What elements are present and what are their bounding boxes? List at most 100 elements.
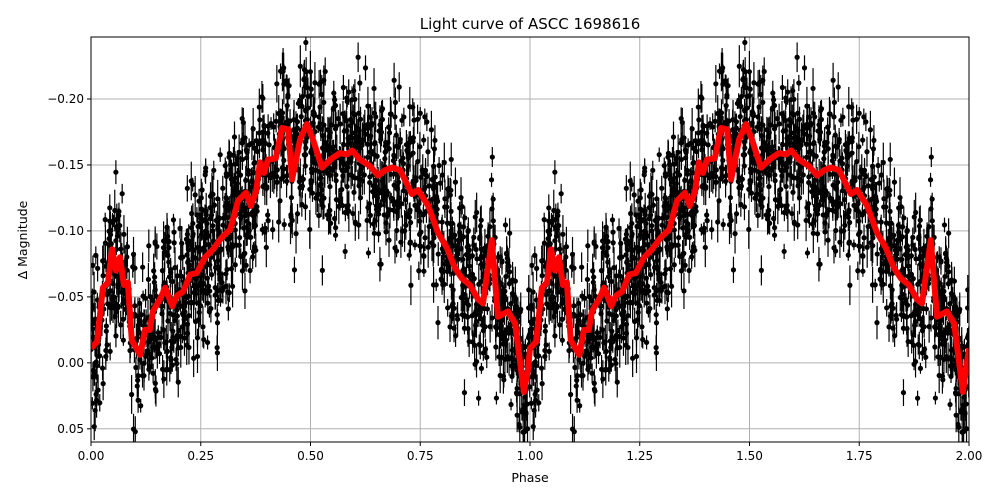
- data-point: [281, 173, 287, 180]
- data-point: [892, 247, 899, 253]
- data-point: [747, 86, 753, 92]
- data-point: [164, 224, 170, 230]
- data-point: [854, 116, 860, 122]
- data-point: [397, 139, 403, 145]
- data-point: [247, 267, 253, 274]
- data-point: [241, 225, 247, 231]
- data-point: [911, 214, 917, 220]
- data-point: [723, 103, 729, 109]
- data-point: [203, 290, 209, 296]
- data-point: [588, 355, 594, 361]
- data-point: [417, 144, 423, 150]
- data-point: [560, 231, 566, 237]
- data-point: [610, 240, 616, 246]
- data-point: [448, 156, 454, 163]
- data-point: [889, 287, 895, 293]
- data-point: [394, 186, 400, 192]
- data-point: [377, 122, 383, 128]
- data-point: [171, 229, 177, 235]
- data-point: [610, 229, 616, 235]
- data-point: [285, 94, 291, 100]
- data-point: [633, 353, 640, 360]
- data-point: [662, 171, 668, 177]
- data-point: [664, 289, 670, 295]
- data-point: [393, 171, 399, 177]
- data-point: [274, 81, 280, 87]
- data-point: [623, 342, 629, 348]
- data-point: [910, 234, 916, 240]
- data-point: [667, 246, 673, 252]
- data-point: [527, 331, 533, 337]
- data-point: [168, 338, 174, 344]
- data-point: [709, 227, 715, 233]
- data-point: [379, 116, 386, 123]
- data-point: [471, 234, 477, 240]
- data-point: [224, 266, 230, 273]
- data-point: [574, 313, 580, 319]
- data-point: [226, 154, 232, 160]
- data-point: [474, 256, 480, 262]
- data-point: [805, 201, 812, 207]
- data-point: [772, 225, 778, 231]
- data-point: [218, 246, 224, 252]
- data-point: [391, 77, 397, 83]
- data-point: [678, 268, 685, 274]
- data-point: [355, 54, 361, 60]
- data-point: [671, 262, 677, 268]
- data-point: [371, 85, 377, 92]
- data-point: [847, 282, 853, 288]
- data-point: [299, 201, 305, 208]
- data-point: [232, 262, 238, 268]
- data-point: [688, 178, 694, 184]
- data-point: [766, 172, 772, 178]
- data-point: [284, 103, 290, 109]
- data-point: [433, 282, 439, 288]
- data-point: [529, 262, 535, 268]
- data-point: [436, 162, 442, 169]
- data-point: [107, 348, 113, 354]
- data-point: [864, 149, 870, 155]
- data-point: [665, 154, 671, 160]
- data-point: [546, 205, 552, 211]
- data-point: [367, 179, 373, 186]
- data-point: [340, 141, 347, 148]
- data-point: [558, 191, 564, 197]
- data-point: [95, 265, 101, 271]
- data-point: [137, 320, 143, 326]
- data-point: [265, 212, 271, 218]
- data-point: [860, 268, 866, 274]
- data-point: [663, 266, 669, 273]
- data-point: [134, 383, 140, 389]
- data-point: [118, 322, 124, 328]
- data-point: [401, 188, 407, 194]
- data-point: [590, 268, 596, 274]
- data-point: [702, 244, 708, 251]
- data-point: [542, 328, 548, 334]
- data-point: [229, 283, 236, 289]
- data-point: [826, 207, 832, 213]
- data-point: [603, 348, 610, 354]
- data-point: [946, 269, 952, 275]
- data-point: [210, 223, 216, 229]
- data-point: [158, 334, 164, 340]
- data-point: [914, 395, 921, 401]
- data-point: [946, 230, 952, 236]
- data-point: [649, 223, 655, 229]
- data-point: [297, 63, 303, 69]
- data-point: [242, 135, 248, 141]
- data-point: [223, 171, 229, 177]
- data-point: [121, 231, 127, 237]
- data-point: [874, 320, 880, 326]
- data-point: [557, 322, 563, 328]
- data-point: [100, 258, 106, 264]
- data-point: [817, 107, 824, 114]
- data-point: [327, 172, 333, 178]
- data-point: [628, 210, 634, 217]
- data-point: [599, 238, 606, 244]
- data-point: [572, 364, 578, 371]
- data-point: [732, 231, 738, 237]
- data-point: [91, 423, 97, 430]
- data-point: [345, 135, 351, 141]
- data-point: [806, 179, 812, 186]
- data-point: [722, 178, 729, 184]
